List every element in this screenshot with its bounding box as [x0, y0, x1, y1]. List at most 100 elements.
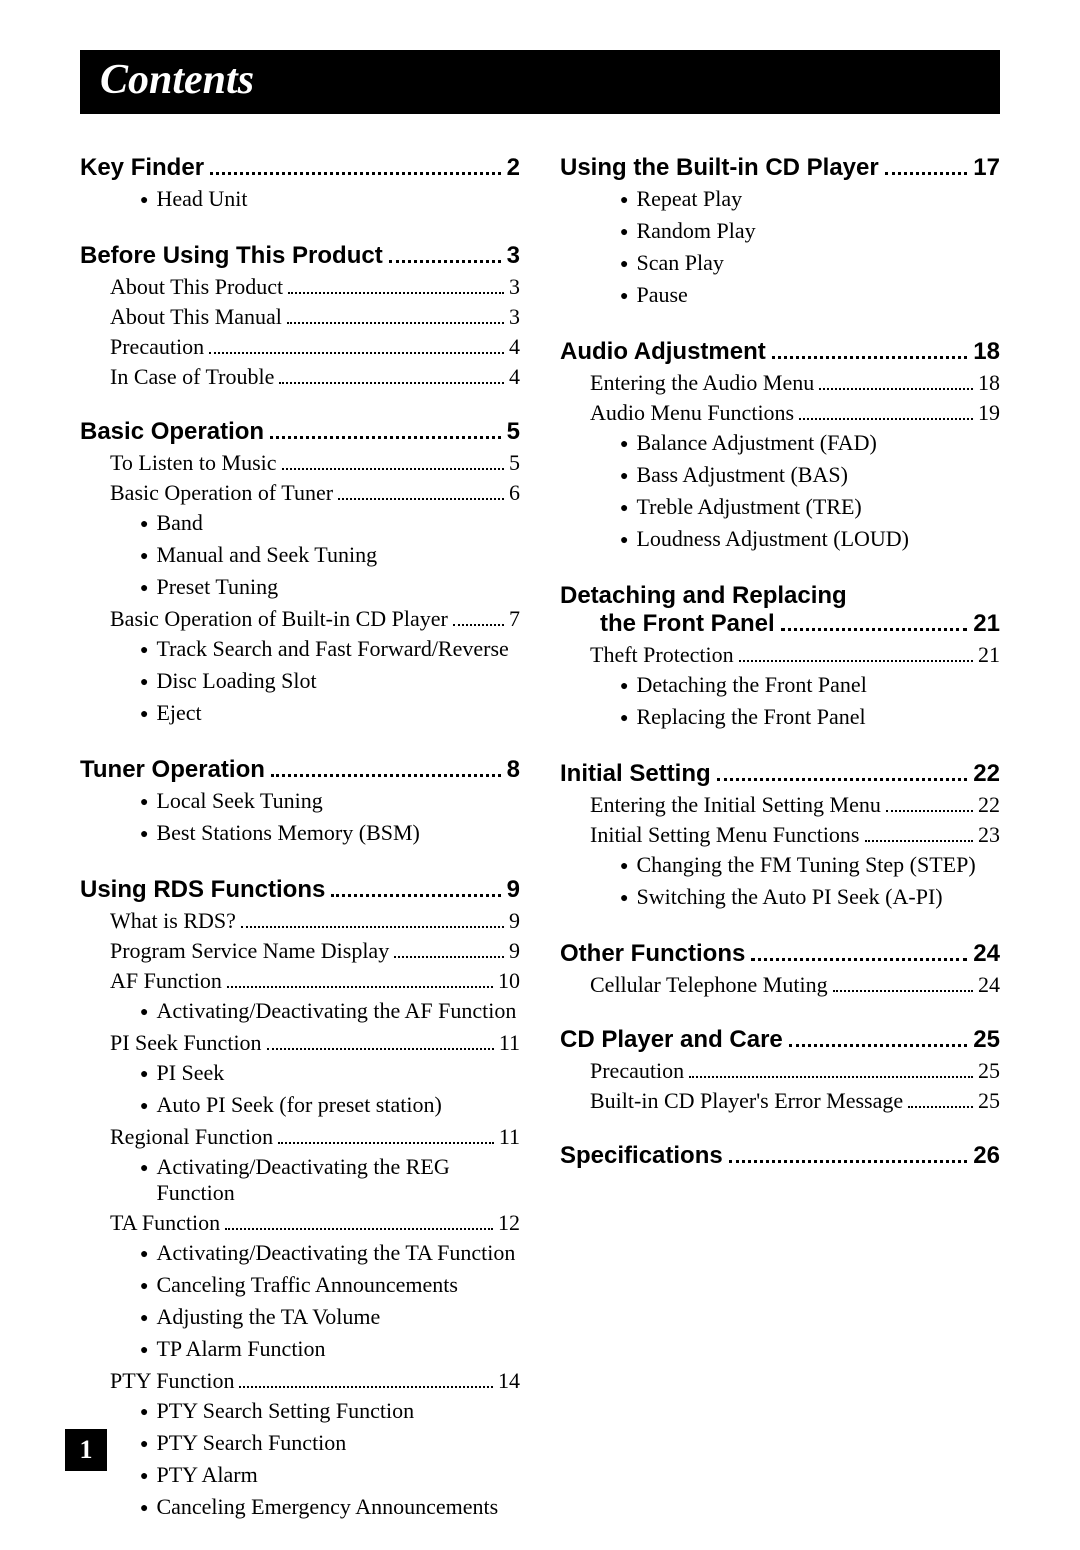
- toc-entry: Initial Setting Menu Functions23: [590, 822, 1000, 848]
- leader-dots: [210, 172, 501, 175]
- toc-entry: Regional Function11: [110, 1124, 520, 1150]
- section-heading: Using the Built-in CD Player17: [560, 154, 1000, 182]
- toc-bullet: Detaching the Front Panel: [620, 672, 1000, 700]
- toc-bullet: Treble Adjustment (TRE): [620, 494, 1000, 522]
- entry-label: Program Service Name Display: [110, 938, 389, 964]
- leader-dots: [271, 774, 501, 777]
- leader-dots: [751, 958, 967, 961]
- bullet-label: Auto PI Seek (for preset station): [156, 1092, 441, 1118]
- toc-bullet: PTY Alarm: [140, 1462, 520, 1490]
- leader-dots: [865, 840, 974, 842]
- entry-page: 3: [509, 274, 520, 300]
- section-page: 2: [507, 154, 520, 182]
- entry-label: Entering the Audio Menu: [590, 370, 814, 396]
- entry-label: What is RDS?: [110, 908, 236, 934]
- leader-dots: [209, 352, 504, 354]
- leader-dots: [886, 810, 973, 812]
- entry-label: Regional Function: [110, 1124, 273, 1150]
- leader-dots: [288, 292, 504, 294]
- entry-label: TA Function: [110, 1210, 220, 1236]
- toc-entry: TA Function 12: [110, 1210, 520, 1236]
- leader-dots: [729, 1160, 968, 1163]
- entry-label: Theft Protection: [590, 642, 734, 668]
- entry-page: 12: [498, 1210, 520, 1236]
- entry-label: Audio Menu Functions: [590, 400, 794, 426]
- section-heading: Specifications26: [560, 1142, 1000, 1170]
- section-heading-label: the Front Panel: [600, 610, 775, 638]
- entry-page: 22: [978, 792, 1000, 818]
- entry-page: 19: [978, 400, 1000, 426]
- bullet-label: Preset Tuning: [156, 574, 278, 600]
- section-page: 18: [973, 338, 1000, 366]
- toc-entry: Program Service Name Display 9: [110, 938, 520, 964]
- section-heading: Other Functions24: [560, 940, 1000, 968]
- entry-label: Cellular Telephone Muting: [590, 972, 828, 998]
- toc-section: CD Player and Care25Precaution25Built-in…: [560, 1026, 1000, 1114]
- right-column: Using the Built-in CD Player17Repeat Pla…: [560, 154, 1000, 1550]
- section-heading-line2: the Front Panel 21: [600, 610, 1000, 638]
- section-heading-label: Other Functions: [560, 940, 745, 968]
- page-title: Contents: [80, 50, 1000, 114]
- leader-dots: [819, 388, 973, 390]
- toc-bullet: Bass Adjustment (BAS): [620, 462, 1000, 490]
- entry-page: 23: [978, 822, 1000, 848]
- bullet-label: Balance Adjustment (FAD): [636, 430, 876, 456]
- left-column: Key Finder2Head UnitBefore Using This Pr…: [80, 154, 520, 1550]
- toc-entry: What is RDS?9: [110, 908, 520, 934]
- toc-entry: Entering the Initial Setting Menu22: [590, 792, 1000, 818]
- page-root: Contents Key Finder2Head UnitBefore Usin…: [0, 0, 1080, 1533]
- section-page: 25: [973, 1026, 1000, 1054]
- columns: Key Finder2Head UnitBefore Using This Pr…: [80, 154, 1000, 1550]
- entry-label: About This Product: [110, 274, 283, 300]
- bullet-label: PTY Search Function: [156, 1430, 346, 1456]
- entry-page: 7: [509, 606, 520, 632]
- entry-label: Basic Operation of Built-in CD Player: [110, 606, 448, 632]
- toc-bullet: Loudness Adjustment (LOUD): [620, 526, 1000, 554]
- toc-section: Before Using This Product 3 About This Pro…: [80, 242, 520, 390]
- entry-page: 10: [498, 968, 520, 994]
- entry-page: 5: [509, 450, 520, 476]
- bullet-label: Activating/Deactivating the REG Function: [156, 1154, 520, 1206]
- leader-dots: [833, 990, 973, 992]
- toc-bullet: TP Alarm Function: [140, 1336, 520, 1364]
- leader-dots: [278, 1142, 494, 1144]
- leader-dots: [267, 1048, 494, 1050]
- bullet-label: Switching the Auto PI Seek (A-PI): [636, 884, 942, 910]
- toc-entry: About This Manual3: [110, 304, 520, 330]
- bullet-label: Local Seek Tuning: [156, 788, 322, 814]
- bullet-label: Activating/Deactivating the AF Function: [156, 998, 516, 1024]
- toc-section: Using the Built-in CD Player17Repeat Pla…: [560, 154, 1000, 310]
- toc-section: Key Finder2Head Unit: [80, 154, 520, 214]
- entry-label: Precaution: [590, 1058, 684, 1084]
- leader-dots: [270, 436, 501, 439]
- bullet-label: Track Search and Fast Forward/Reverse: [156, 636, 508, 662]
- bullet-label: Replacing the Front Panel: [636, 704, 865, 730]
- toc-bullet: PTY Search Function: [140, 1430, 520, 1458]
- toc-bullet: Head Unit: [140, 186, 520, 214]
- section-heading-label: Audio Adjustment: [560, 338, 766, 366]
- entry-page: 24: [978, 972, 1000, 998]
- leader-dots: [282, 468, 504, 470]
- section-heading-label: Before Using This Product: [80, 242, 383, 270]
- bullet-label: Detaching the Front Panel: [636, 672, 866, 698]
- section-page: 21: [973, 610, 1000, 638]
- section-heading-label: Specifications: [560, 1142, 723, 1170]
- toc-bullet: Balance Adjustment (FAD): [620, 430, 1000, 458]
- entry-label: PTY Function: [110, 1368, 234, 1394]
- section-heading: Detaching and Replacingthe Front Panel 21: [560, 582, 1000, 638]
- leader-dots: [799, 418, 973, 420]
- toc-bullet: Canceling Traffic Announcements: [140, 1272, 520, 1300]
- section-heading: Basic Operation5: [80, 418, 520, 446]
- toc-bullet: Preset Tuning: [140, 574, 520, 602]
- toc-section: Using RDS Functions9What is RDS?9Program…: [80, 876, 520, 1522]
- entry-page: 3: [509, 304, 520, 330]
- bullet-label: PTY Search Setting Function: [156, 1398, 414, 1424]
- toc-bullet: Disc Loading Slot: [140, 668, 520, 696]
- section-heading-line1: Detaching and Replacing: [560, 582, 1000, 610]
- bullet-label: Eject: [156, 700, 201, 726]
- entry-page: 9: [509, 938, 520, 964]
- leader-dots: [287, 322, 504, 324]
- entry-label: AF Function: [110, 968, 222, 994]
- toc-entry: To Listen to Music5: [110, 450, 520, 476]
- leader-dots: [689, 1076, 973, 1078]
